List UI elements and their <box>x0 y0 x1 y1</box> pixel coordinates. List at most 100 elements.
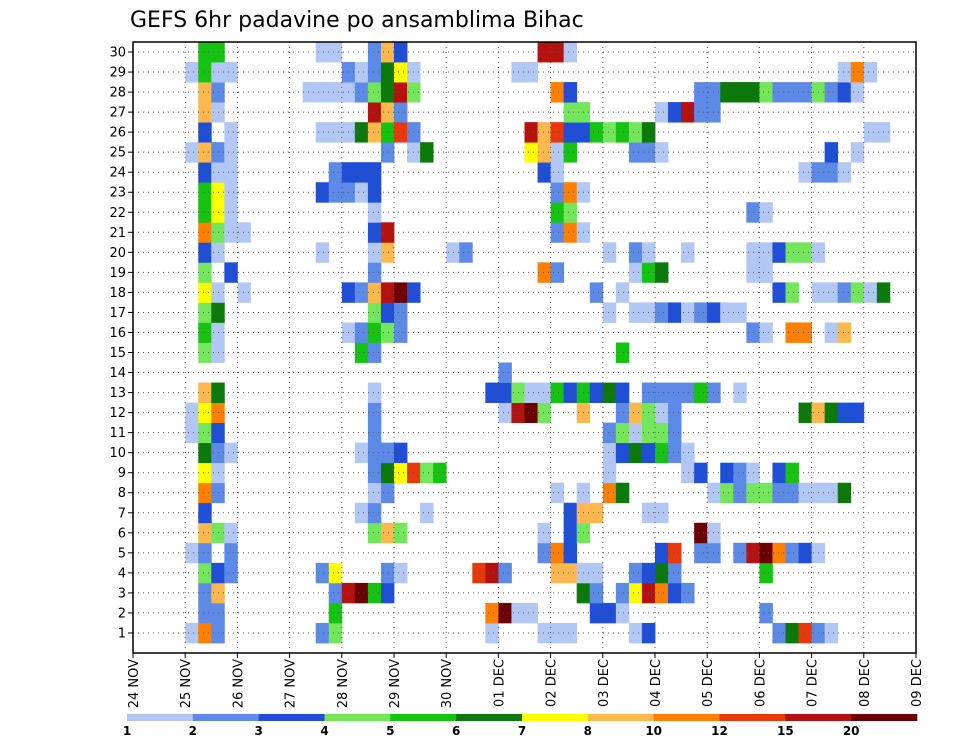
heatmap-cell <box>824 482 839 504</box>
heatmap-cell <box>498 562 512 584</box>
heatmap-cell <box>837 162 852 183</box>
heatmap-cell <box>198 422 212 444</box>
heatmap-cell <box>328 562 343 584</box>
y-tick-label: 29 <box>109 66 126 81</box>
heatmap-cell <box>198 162 212 183</box>
heatmap-cell <box>524 122 538 143</box>
heatmap-cell <box>420 462 434 484</box>
heatmap-cell <box>198 182 212 203</box>
heatmap-cell <box>615 602 630 624</box>
heatmap-cell <box>315 562 330 584</box>
heatmap-cell <box>524 142 538 163</box>
heatmap-cell <box>394 442 408 464</box>
heatmap-cell <box>198 102 212 123</box>
heatmap-cell <box>668 302 682 323</box>
heatmap-cell <box>824 402 839 424</box>
heatmap-cell <box>798 542 812 564</box>
colorbar-label: 10 <box>645 724 662 738</box>
heatmap-cell <box>224 202 238 223</box>
heatmap-cell <box>628 562 643 584</box>
heatmap-cell <box>602 462 617 484</box>
heatmap-cell <box>837 322 852 343</box>
heatmap-cell <box>850 282 865 303</box>
heatmap-cell <box>785 462 799 484</box>
heatmap-cell <box>563 222 578 243</box>
heatmap-cell <box>328 162 343 183</box>
heatmap-cell <box>198 482 212 504</box>
colorbar-swatch <box>127 714 194 721</box>
heatmap-cell <box>537 142 551 163</box>
heatmap-cell <box>824 322 839 343</box>
heatmap-cell <box>655 542 669 564</box>
heatmap-cell <box>824 82 839 103</box>
heatmap-cell <box>224 522 238 544</box>
heatmap-cell <box>615 582 630 604</box>
heatmap-cell <box>563 142 578 163</box>
heatmap-cell <box>837 62 852 83</box>
heatmap-cell <box>850 142 865 163</box>
heatmap-cell <box>537 42 551 63</box>
y-tick-label: 30 <box>109 46 126 61</box>
heatmap-cell <box>733 482 747 504</box>
heatmap-cell <box>315 82 330 103</box>
heatmap-cell <box>759 262 773 283</box>
heatmap-cell <box>485 622 499 644</box>
heatmap-cell <box>563 202 578 223</box>
heatmap-cell <box>759 242 773 263</box>
heatmap-cell <box>354 82 369 103</box>
heatmap-cell <box>785 482 799 504</box>
heatmap-cell <box>185 422 199 444</box>
x-tick-label: 01 DEC <box>492 659 507 707</box>
heatmap-cell <box>694 102 708 123</box>
heatmap-cell <box>394 462 408 484</box>
heatmap-cell <box>694 542 708 564</box>
x-tick-label: 24 NOV <box>127 659 142 708</box>
chart-title: GEFS 6hr padavine po ansamblima Bihac <box>130 8 584 33</box>
heatmap-cell <box>550 182 565 203</box>
colorbar-swatch <box>324 714 391 721</box>
heatmap-cell <box>380 322 395 343</box>
heatmap-cell <box>367 422 382 444</box>
heatmap-cell <box>198 342 212 363</box>
heatmap-cell <box>367 242 382 263</box>
heatmap-cell <box>498 382 512 403</box>
y-tick-label: 19 <box>109 266 126 281</box>
colorbar-label: 3 <box>254 724 262 738</box>
heatmap-cell <box>759 542 773 564</box>
heatmap-cell <box>185 542 199 564</box>
heatmap-cell <box>380 62 395 83</box>
heatmap-cell <box>498 362 512 383</box>
colorbar-swatch <box>258 714 325 721</box>
heatmap-cell <box>367 262 382 283</box>
y-tick-label: 17 <box>109 306 126 321</box>
heatmap-cell <box>694 382 708 403</box>
heatmap-cell <box>367 442 382 464</box>
heatmap-cell <box>785 542 799 564</box>
heatmap-cell <box>681 302 695 323</box>
heatmap-cell <box>550 142 565 163</box>
heatmap-cell <box>798 482 812 504</box>
heatmap-cell <box>224 142 238 163</box>
heatmap-cell <box>694 82 708 103</box>
heatmap-cell <box>380 122 395 143</box>
heatmap-cell <box>354 282 369 303</box>
x-tick-label: 05 DEC <box>701 659 716 707</box>
heatmap-cell <box>681 582 695 604</box>
colorbar-swatch <box>785 714 852 721</box>
plot-frame <box>132 41 917 654</box>
heatmap-cell <box>224 222 238 243</box>
heatmap-cell <box>602 482 617 504</box>
heatmap-cell <box>602 242 617 263</box>
heatmap-cell <box>367 202 382 223</box>
heatmap-cell <box>224 262 238 283</box>
heatmap-cell <box>615 122 630 143</box>
heatmap-cell <box>589 602 604 624</box>
heatmap-cell <box>563 122 578 143</box>
heatmap-cell <box>615 422 630 444</box>
heatmap-cell <box>367 402 382 424</box>
heatmap-cell <box>772 242 786 263</box>
heatmap-cell <box>198 42 212 63</box>
heatmap-cell <box>367 502 382 524</box>
heatmap-cell <box>772 542 786 564</box>
heatmap-cell <box>524 402 538 424</box>
